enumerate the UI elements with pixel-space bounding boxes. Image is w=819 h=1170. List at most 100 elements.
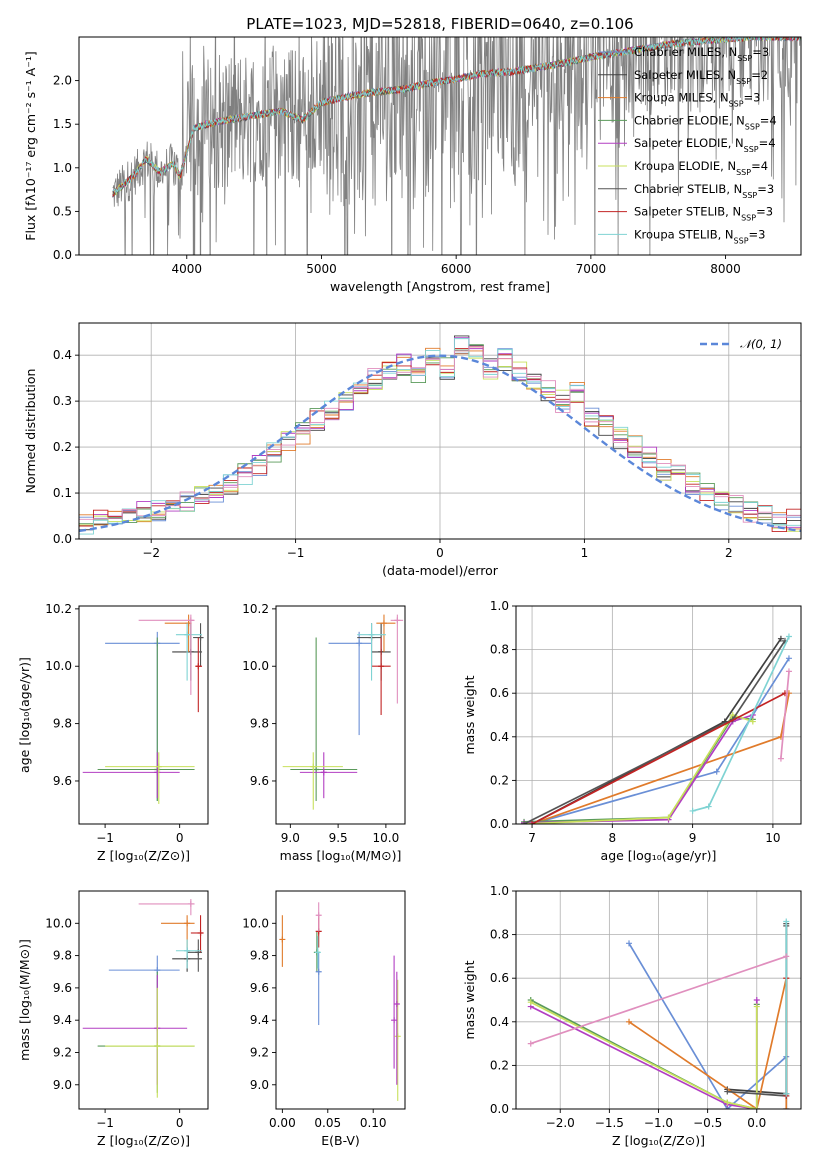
point-marker	[310, 763, 317, 770]
y-tick-label: 9.8	[250, 717, 269, 731]
weight-marker	[783, 1090, 790, 1097]
weight-marker	[783, 918, 790, 925]
weight-marker	[753, 1106, 760, 1109]
x-tick-label: −1	[287, 546, 305, 560]
x-tick-label: −2.0	[546, 1116, 575, 1130]
weight-marker	[665, 814, 672, 821]
x-tick-label: 2	[725, 546, 733, 560]
point-marker	[187, 900, 194, 907]
observed-spectrum-line	[112, 37, 801, 255]
legend-suffix: =4	[759, 136, 776, 150]
residuals-data	[79, 335, 801, 535]
point-marker	[391, 1017, 398, 1024]
y-tick-label: 0.2	[490, 773, 509, 787]
normal-reference-curve	[79, 354, 801, 533]
legend-suffix: =3	[757, 182, 774, 196]
x-tick-label: 7	[528, 831, 536, 845]
errorbar-point	[299, 752, 358, 799]
errorbar-point	[195, 637, 203, 713]
legend-subscript: SSP	[745, 122, 760, 131]
y-tick-label: 0.6	[490, 971, 509, 985]
figure-title: PLATE=1023, MJD=52818, FIBERID=0640, z=0…	[246, 15, 633, 33]
y-tick-label: 9.0	[53, 1078, 72, 1092]
x-tick-label: 4000	[171, 262, 202, 276]
errorbar-point	[315, 952, 322, 1026]
y-tick-label: 1.0	[53, 161, 72, 175]
legend-suffix: =3	[744, 91, 761, 105]
y-tick-label: 0.4	[53, 348, 72, 362]
legend-subscript: SSP	[737, 54, 752, 63]
weight-marker	[713, 768, 720, 775]
legend-suffix: =4	[760, 113, 777, 127]
errorbar-point	[357, 623, 386, 681]
errorbar-point	[175, 939, 203, 969]
point-marker	[393, 1001, 400, 1008]
mass-vs-ebv-x-axis-label: E(B-V)	[321, 1133, 360, 1148]
weight-marker	[724, 1099, 731, 1106]
residual-legend: 𝒩(0, 1)	[700, 337, 782, 351]
errorbar-point	[390, 614, 404, 704]
y-tick-label: 0.4	[490, 730, 509, 744]
x-tick-label: −1	[96, 1116, 114, 1130]
y-tick-label: 0.0	[490, 817, 509, 831]
y-tick-label: 1.0	[490, 599, 509, 613]
weight-vs-age-frame: 7 8 9 10 0.0 0.2 0.4 0.6 0.8 1.0	[490, 599, 802, 845]
x-tick-label: 8	[609, 831, 617, 845]
errorbar-point	[314, 936, 321, 969]
y-tick-label: 9.6	[250, 774, 269, 788]
legend-label: Kroupa ELODIE, NSSP=4	[634, 159, 768, 177]
weight-marker	[626, 1018, 633, 1025]
weight-marker	[785, 633, 792, 640]
y-tick-label: 0.8	[490, 643, 509, 657]
weight-marker	[783, 953, 790, 960]
axes-frame	[515, 605, 802, 825]
weight-vs-Z-data	[527, 918, 790, 1109]
point-marker	[368, 631, 375, 638]
legend-suffix: =3	[749, 227, 766, 241]
legend-subscript: SSP	[736, 76, 751, 85]
x-tick-label: 0.10	[360, 1116, 387, 1130]
y-tick-label: 9.0	[250, 1078, 269, 1092]
age-vs-Z-data	[82, 614, 204, 804]
residuals-frame: −2 −1 0 1 2 0.0 0.1 0.2 0.3 0.4	[53, 322, 802, 560]
spectrum-data	[112, 37, 801, 255]
y-tick-label: 9.8	[250, 949, 269, 963]
weight-marker	[527, 1040, 534, 1047]
y-tick-label: 0.1	[53, 486, 72, 500]
point-marker	[320, 769, 327, 776]
axes-frame	[275, 890, 406, 1110]
y-tick-label: 9.6	[53, 774, 72, 788]
weight-marker	[705, 803, 712, 810]
point-marker	[197, 929, 204, 936]
spectrum-x-axis-label: wavelength [Angstrom, rest frame]	[330, 279, 550, 294]
weight-marker	[785, 655, 792, 662]
y-tick-label: 0.0	[53, 248, 72, 262]
x-tick-label: 9.0	[281, 831, 300, 845]
x-tick-label: −1.5	[595, 1116, 624, 1130]
y-tick-label: 10.0	[242, 659, 269, 673]
errorbar-point	[108, 955, 180, 1024]
mass-vs-ebv-frame: 0.00 0.05 0.10 9.0 9.2 9.4 9.6 9.8 10.0	[242, 890, 406, 1130]
weight-marker	[689, 807, 696, 814]
errorbar-point	[82, 974, 188, 1085]
point-marker	[154, 1043, 161, 1050]
y-tick-label: 0.0	[53, 532, 72, 546]
weight-vs-age-y-axis-label: mass weight	[462, 675, 477, 754]
errorbar-point	[161, 915, 195, 948]
mass-vs-ebv-data	[279, 902, 401, 1101]
errorbar-point	[391, 955, 398, 1069]
age-vs-mass-frame: 9.0 9.5 10.0 9.6 9.8 10.0 10.2	[242, 602, 406, 845]
errorbar-point	[393, 971, 400, 1085]
y-tick-label: 10.2	[242, 602, 269, 616]
y-tick-label: 10.2	[45, 602, 72, 616]
weight-vs-Z-frame: −2.0 −1.5 −1.0 −0.5 0.0 0.0 0.2 0.4 0.6 0.8 1.0	[490, 884, 802, 1130]
weight-vs-age-data	[521, 633, 792, 824]
weight-marker	[777, 635, 784, 642]
x-tick-label: 0	[436, 546, 444, 560]
legend-label: Salpeter MILES, NSSP=2	[634, 68, 768, 86]
y-tick-label: 1.5	[53, 117, 72, 131]
errorbar-point	[138, 614, 195, 695]
errorbar-point	[357, 623, 382, 667]
errorbar-point	[376, 614, 396, 652]
weight-line-9	[530, 955, 787, 1045]
